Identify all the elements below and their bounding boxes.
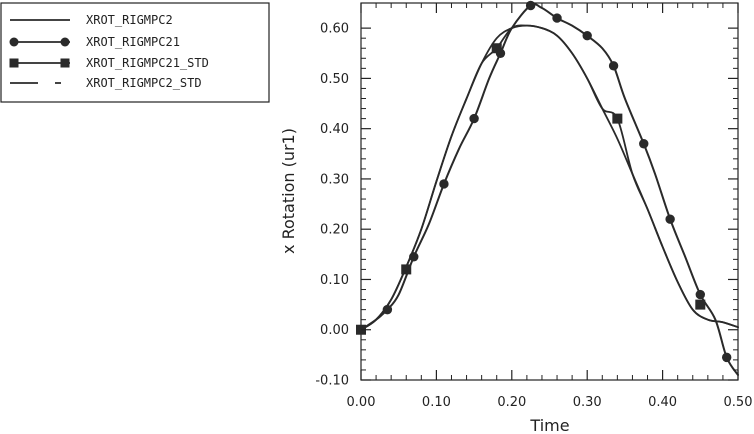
data-point-square: [401, 264, 412, 275]
data-point-circle: [525, 0, 536, 11]
legend: XROT_RIGMPC2 XROT_RIGMPC21 XROT_RIGMPC21…: [0, 2, 270, 103]
x-tick-label: 0.00: [347, 395, 376, 410]
marker-group: [356, 0, 732, 363]
data-point-circle: [608, 61, 619, 71]
legend-label-xrot-rigmpc21: XROT_RIGMPC21: [86, 35, 180, 49]
y-tick-label: 0.50: [320, 72, 349, 87]
data-point-circle: [439, 179, 449, 189]
x-tick-label: 0.40: [648, 395, 677, 410]
data-point-square: [491, 43, 502, 54]
data-point-circle: [552, 13, 562, 23]
legend-circle-marker-left-icon: [9, 37, 19, 47]
y-tick-label: -0.10: [315, 374, 349, 389]
series-group: [360, 3, 739, 376]
data-point-circle: [639, 139, 649, 149]
legend-square-marker-right-icon: [60, 58, 70, 68]
legend-label-xrot-rigmpc2-std: XROT_RIGMPC2_STD: [86, 76, 202, 90]
legend-item-xrot-rigmpc2: XROT_RIGMPC2: [10, 13, 173, 27]
y-tick-label: 0.20: [320, 223, 349, 238]
series-line-xrot-rigmpc2: [360, 24, 739, 331]
legend-item-xrot-rigmpc2-std: XROT_RIGMPC2_STD: [10, 76, 202, 90]
data-point-circle: [582, 30, 592, 41]
legend-label-xrot-rigmpc21-std: XROT_RIGMPC21_STD: [86, 56, 209, 70]
legend-item-xrot-rigmpc21-std: XROT_RIGMPC21_STD: [9, 56, 209, 70]
data-point-circle: [382, 304, 393, 315]
tick-group: [360, 3, 739, 381]
data-point-circle: [469, 113, 479, 124]
x-tick-label: 0.10: [422, 395, 451, 410]
y-tick-label: 0.10: [320, 273, 349, 288]
series-line-xrot-rigmpc21: [360, 3, 739, 376]
series-line-xrot-rigmpc21-std: [360, 24, 739, 331]
x-tick-label: 0.30: [573, 395, 602, 410]
legend-square-marker-left-icon: [9, 58, 19, 68]
legend-item-xrot-rigmpc21: XROT_RIGMPC21: [9, 35, 180, 49]
data-point-square: [612, 113, 623, 124]
x-tick-label: 0.20: [497, 395, 526, 410]
plot-area: 0.00 0.10 0.20 0.30 0.40 0.50 -0.10 0.00 0.10 0.2…: [315, 0, 752, 410]
data-point-square: [695, 299, 706, 310]
data-point-circle: [665, 214, 675, 224]
y-tick-label: 0.30: [320, 172, 349, 187]
legend-circle-marker-right-icon: [60, 37, 70, 47]
data-point-circle: [695, 289, 705, 300]
y-axis-title: x Rotation (ur1): [279, 128, 298, 254]
y-tick-label: 0.00: [320, 323, 349, 338]
legend-label-xrot-rigmpc2: XROT_RIGMPC2: [86, 13, 173, 27]
tick-label-group: 0.00 0.10 0.20 0.30 0.40 0.50 -0.10 0.00 0.10 0.2…: [315, 22, 752, 410]
x-tick-label: 0.50: [724, 395, 753, 410]
data-point-circle: [721, 352, 732, 363]
data-point-circle: [409, 252, 419, 262]
y-tick-label: 0.40: [320, 122, 349, 137]
y-tick-label: 0.60: [320, 22, 349, 37]
x-axis-title: Time: [529, 416, 569, 434]
plot-frame: [360, 2, 739, 381]
